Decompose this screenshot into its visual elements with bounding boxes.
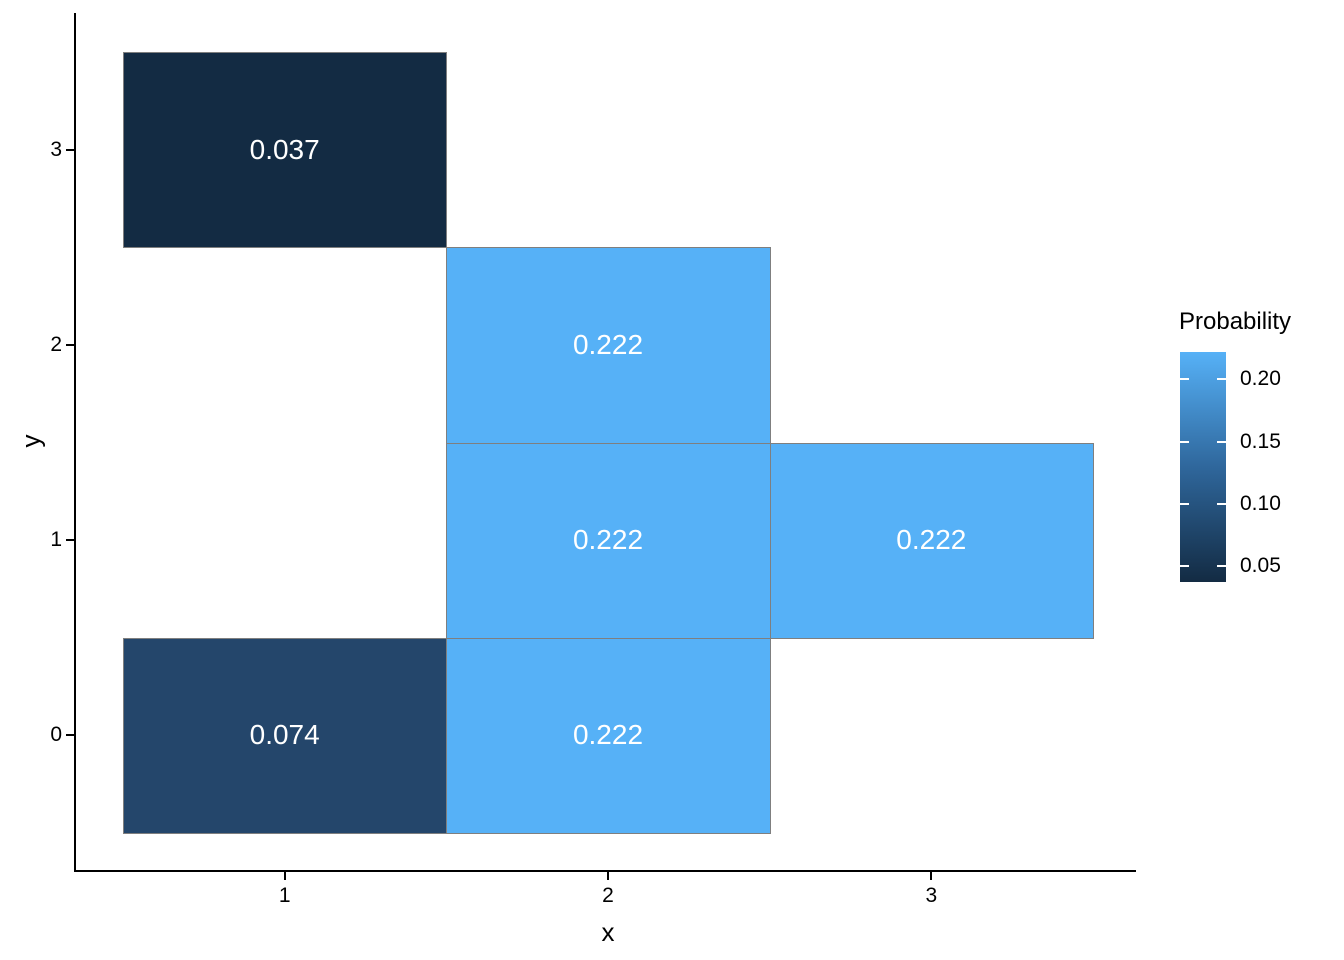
x-axis-title: x [601,917,615,947]
legend-title: Probability [1179,308,1292,335]
tile-value-label: 0.074 [249,719,320,751]
y-axis-line [74,13,76,872]
legend-tick-right [1217,440,1226,443]
x-axis-tick [283,872,286,880]
y-axis-tick-label: 2 [50,332,62,356]
legend-tick-left [1180,564,1189,567]
legend-tick-right [1217,564,1226,567]
legend-tick-left [1180,502,1189,505]
legend-tick-label: 0.20 [1240,367,1281,391]
legend-tick-label: 0.15 [1240,429,1281,453]
x-axis-tick-label: 1 [278,884,291,907]
y-axis-tick-label: 0 [50,723,62,747]
x-axis-tick-label: 2 [602,884,614,907]
y-axis-title: y [15,434,46,448]
tile-value-label: 0.222 [896,524,967,556]
y-axis-tick-label: 3 [50,137,62,161]
tile-value-label: 0.222 [572,719,644,751]
legend-tick-right [1217,378,1226,381]
legend-tick-label: 0.10 [1240,491,1281,515]
heatmap-tile [446,443,771,639]
y-axis-tick-label: 1 [50,528,62,552]
x-axis-tick-label: 3 [925,884,938,907]
legend-tick-right [1217,502,1226,505]
x-axis-line [74,870,1136,872]
heatmap-tile [770,443,1094,639]
y-axis-tick [66,148,74,151]
heatmap-tile [123,52,447,248]
y-axis-tick [66,343,74,346]
legend-tick-left [1180,440,1189,443]
heatmap-tile [123,638,447,834]
y-axis-tick [66,539,74,542]
legend-tick-left [1180,378,1189,381]
tile-value-label: 0.222 [572,328,644,360]
x-axis-tick [606,872,609,880]
y-axis-tick [66,734,74,737]
tile-value-label: 0.222 [572,524,644,556]
heatmap-tile [446,638,771,834]
tile-value-label: 0.037 [249,133,320,165]
legend-colorbar [1180,352,1226,582]
x-axis-tick [930,872,933,880]
legend-tick-label: 0.05 [1240,553,1281,577]
